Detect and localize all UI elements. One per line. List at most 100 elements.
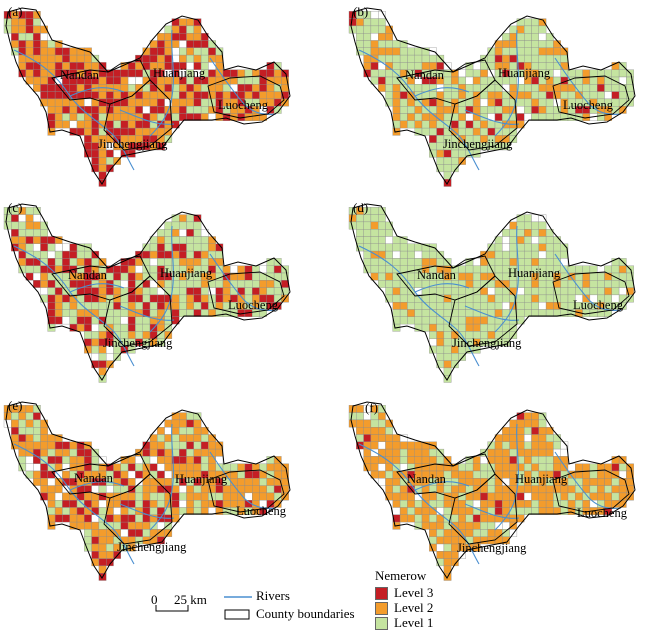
grid-cell: [436, 157, 445, 165]
grid-cell: [487, 500, 496, 508]
grid-cell: [545, 91, 554, 100]
grid-cell: [113, 323, 121, 332]
grid-cell: [436, 106, 445, 114]
grid-cell: [25, 243, 34, 252]
grid-cell: [553, 463, 561, 472]
county-boundary: [448, 79, 518, 151]
grid-cell: [135, 106, 143, 114]
grid-cell: [76, 120, 85, 129]
grid-cell: [538, 500, 547, 508]
grid-cell: [230, 463, 238, 472]
grid-cell: [69, 500, 78, 508]
grid-cell: [472, 514, 481, 523]
grid-cell: [421, 463, 430, 472]
grid-cell: [414, 120, 423, 129]
grid-cell: [69, 309, 78, 317]
grid-cell: [472, 529, 481, 537]
grid-cell: [458, 521, 466, 530]
river-line: [149, 29, 174, 137]
grid-cell: [171, 33, 180, 41]
river-line: [464, 109, 520, 125]
county-label-jinchengjiang: Jinchengjiang: [457, 541, 527, 555]
grid-cell: [171, 302, 180, 310]
grid-cell: [472, 463, 481, 472]
grid-cell: [524, 294, 532, 303]
grid-cell: [487, 294, 496, 303]
grid-cell: [458, 76, 466, 85]
grid-cell: [120, 309, 129, 317]
grid-cell: [193, 427, 202, 435]
grid-cell: [443, 113, 452, 121]
map-panel-d: (d) Nandan Huanjiang Luocheng Jinchengji…: [345, 196, 645, 391]
grid-cell: [392, 434, 401, 442]
grid-cell: [597, 478, 605, 486]
map-key: Rivers County boundaries: [220, 588, 370, 624]
grid-cell: [487, 62, 496, 70]
grid-cell: [25, 434, 34, 442]
grid-cell: [597, 287, 605, 296]
grid-cell: [363, 236, 372, 244]
grid-cell: [76, 309, 85, 317]
grid-cell: [113, 500, 121, 508]
grid-cell: [171, 492, 180, 501]
river-line: [464, 503, 520, 519]
grid-cell: [538, 221, 547, 230]
grid-cell: [531, 221, 539, 230]
grid-cell: [531, 40, 539, 48]
grid-cell: [200, 456, 209, 464]
grid-cell: [215, 448, 224, 457]
grid-cell: [62, 106, 70, 114]
grid-cell: [494, 294, 503, 303]
grid-cell: [604, 287, 612, 296]
grid-cell: [472, 294, 481, 303]
grid-cell: [127, 106, 136, 114]
grid-cell: [399, 294, 408, 303]
grid-cell: [378, 18, 386, 27]
grid-cell: [494, 478, 503, 486]
grid-cell: [18, 25, 27, 34]
grid-cell: [230, 492, 238, 501]
grid-cell: [40, 250, 48, 259]
grid-cell: [127, 272, 136, 281]
grid-cell: [179, 419, 187, 428]
grid-cell: [487, 514, 496, 523]
grid-cell: [157, 441, 165, 450]
grid-cell: [531, 427, 539, 435]
grid-cell: [567, 69, 576, 78]
grid-cell: [113, 272, 121, 281]
county-label-huanjiang: Huanjiang: [153, 66, 206, 80]
grid-cell: [378, 47, 386, 56]
grid-cell: [25, 221, 34, 230]
grid-cell: [494, 243, 503, 252]
grid-cell: [502, 338, 510, 347]
grid-cell: [84, 514, 92, 523]
grid-cell: [149, 463, 158, 472]
grid-cell: [200, 448, 209, 457]
grid-cell: [370, 456, 379, 464]
grid-cell: [363, 258, 372, 266]
county-label-luocheng: Luocheng: [228, 298, 278, 312]
grid-cell: [560, 492, 569, 501]
grid-cell: [106, 485, 114, 494]
grid-cell: [76, 323, 85, 332]
grid-cell: [69, 456, 78, 464]
grid-cell: [47, 500, 56, 508]
grid-cell: [91, 287, 100, 296]
grid-cell: [502, 91, 510, 100]
grid-cell: [560, 448, 569, 457]
grid-cell: [560, 84, 569, 92]
grid-cell: [215, 492, 224, 501]
grid-cell: [142, 500, 151, 508]
grid-cell: [186, 492, 194, 501]
grid-cell: [385, 280, 393, 288]
grid-cell: [149, 243, 158, 252]
grid-cell: [436, 127, 445, 136]
grid-cell: [531, 294, 539, 303]
grid-cell: [40, 243, 48, 252]
grid-cell: [84, 492, 92, 501]
grid-cell: [604, 492, 612, 501]
grid-cell: [142, 91, 151, 100]
grid-cell: [524, 258, 532, 266]
legend-label: Level 1: [394, 615, 434, 630]
grid-cell: [618, 265, 627, 274]
